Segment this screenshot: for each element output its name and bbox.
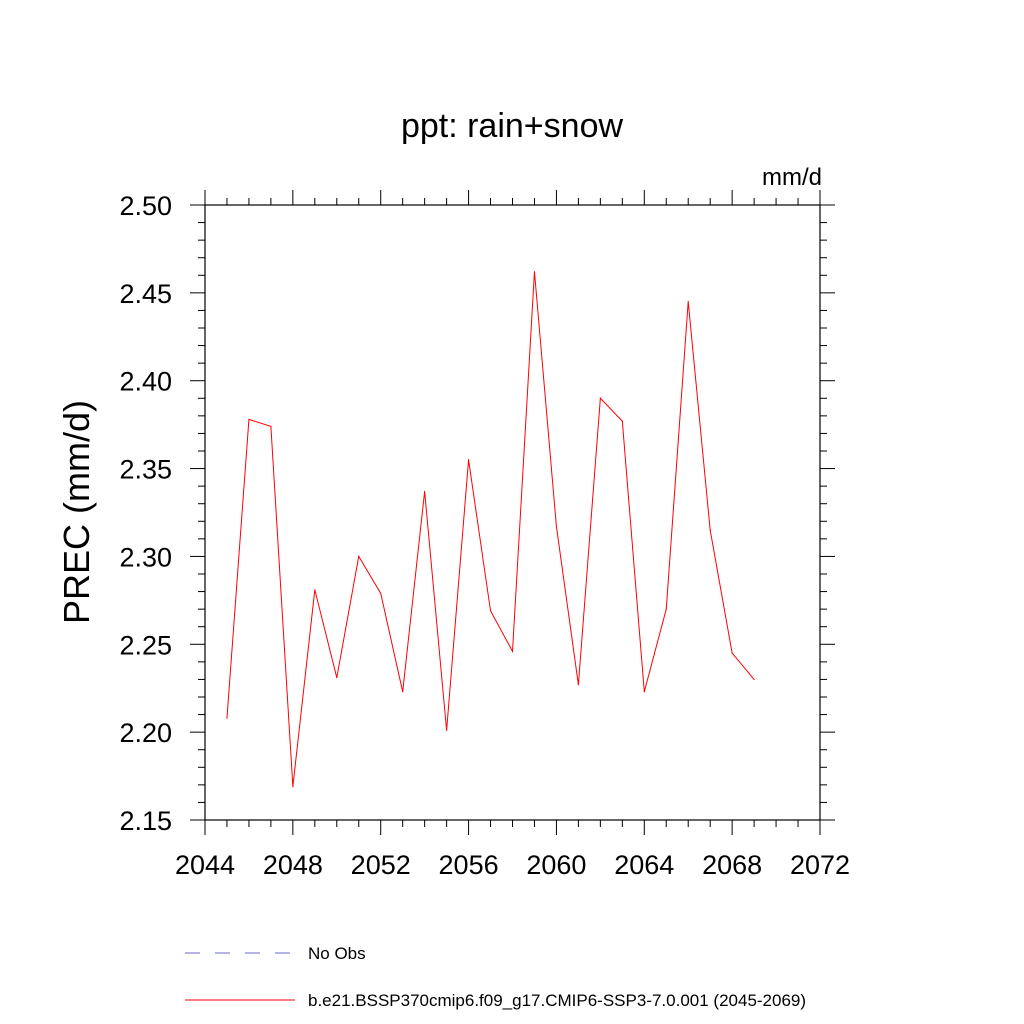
y-tick-label: 2.50 [119, 191, 172, 221]
x-tick-label: 2060 [526, 850, 586, 880]
y-axis: 2.15 2.20 2.25 2.30 2.35 2.40 2.45 2.50 [119, 191, 835, 836]
data-point [621, 420, 623, 422]
x-tick-label: 2068 [702, 850, 762, 880]
data-point [248, 418, 250, 420]
y-tick-label: 2.45 [119, 279, 172, 309]
data-point [424, 490, 426, 493]
chart-title: ppt: rain+snow [401, 107, 624, 145]
y-tick-label: 2.15 [119, 806, 172, 836]
x-tick-label: 2064 [614, 850, 674, 880]
data-point [402, 691, 404, 693]
units-label: mm/d [762, 164, 822, 191]
y-tick-label: 2.35 [119, 455, 172, 485]
data-point [533, 271, 536, 273]
x-tick-label: 2044 [175, 850, 235, 880]
y-tick-label: 2.30 [119, 542, 172, 572]
data-point [270, 425, 272, 427]
data-point [577, 684, 579, 686]
data-point [687, 301, 689, 303]
data-point [358, 555, 360, 558]
data-point [489, 610, 492, 612]
data-point [753, 678, 755, 681]
data-point [511, 650, 514, 652]
data-point [336, 677, 338, 679]
data-point [709, 529, 711, 531]
data-point [467, 459, 470, 461]
x-tick-label: 2072 [790, 850, 850, 880]
y-axis-label: PREC (mm/d) [56, 400, 97, 624]
data-point [226, 717, 228, 719]
plot-frame [204, 204, 821, 821]
series-layer [226, 271, 755, 788]
data-point [292, 786, 294, 788]
data-point [665, 608, 667, 610]
x-axis: 2044 2048 2052 2056 2060 2064 2068 2072 [175, 190, 850, 880]
y-tick-label: 2.25 [119, 630, 172, 660]
data-point [446, 729, 448, 731]
data-point [314, 589, 316, 591]
legend-label-no-obs: No Obs [308, 944, 366, 963]
data-point [555, 525, 558, 528]
series-line-1 [226, 271, 755, 787]
data-point [643, 691, 645, 693]
legend-label-model-run: b.e21.BSSP370cmip6.f09_g17.CMIP6-SSP3-7.… [308, 991, 806, 1010]
legend: No Obs b.e21.BSSP370cmip6.f09_g17.CMIP6-… [185, 944, 806, 1010]
x-tick-label: 2048 [263, 850, 323, 880]
data-point [599, 397, 601, 399]
data-point [380, 592, 382, 594]
data-point [731, 652, 733, 654]
y-tick-label: 2.40 [119, 367, 172, 397]
x-tick-label: 2056 [439, 850, 499, 880]
x-tick-label: 2052 [351, 850, 411, 880]
y-tick-label: 2.20 [119, 718, 172, 748]
